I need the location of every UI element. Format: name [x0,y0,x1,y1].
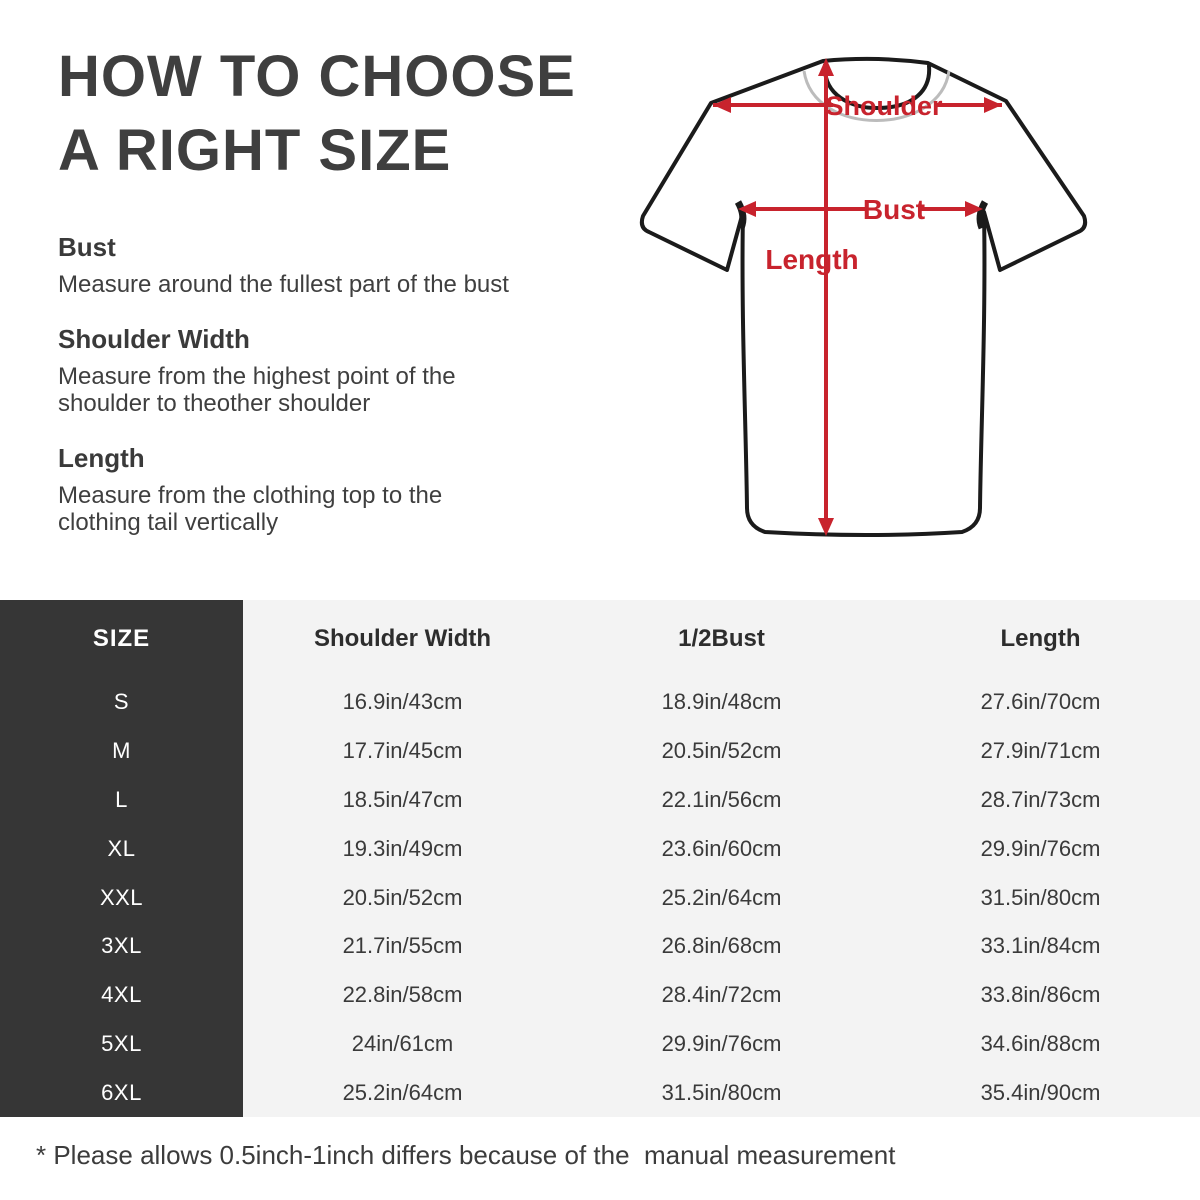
bust-arrow [738,201,983,217]
length-value: 31.5in/80cm [881,873,1200,922]
length-value: 34.6in/88cm [881,1019,1200,1069]
shoulder-width-value: 18.5in/47cm [243,775,562,825]
instruction-length: Length Measure from the clothing top to … [58,443,523,536]
size-label: XXL [0,873,243,922]
table-row-5xl: 5XL 24in/61cm 29.9in/76cm 34.6in/88cm [0,1019,1200,1069]
instruction-length-text: Measure from the clothing top to the clo… [58,482,443,536]
size-table-header-length: Length [881,600,1200,678]
table-row-3xl: 3XL 21.7in/55cm 26.8in/68cm 33.1in/84cm [0,921,1200,971]
size-label: 6XL [0,1068,243,1118]
shoulder-arrow-label: Shoulder [825,91,942,121]
half-bust-value: 29.9in/76cm [562,1019,881,1069]
length-value: 27.6in/70cm [881,678,1200,727]
size-label: M [0,726,243,776]
size-label: XL [0,824,243,874]
table-row-xl: XL 19.3in/49cm 23.6in/60cm 29.9in/76cm [0,824,1200,874]
shoulder-width-value: 25.2in/64cm [243,1068,562,1118]
tshirt-outline [639,56,1088,537]
measurement-disclaimer: * Please allows 0.5inch-1inch differs be… [36,1140,896,1170]
shoulder-width-value: 16.9in/43cm [243,678,562,727]
page-title-line2: A RIGHT SIZE [58,118,452,183]
half-bust-value: 22.1in/56cm [562,775,881,825]
shoulder-arrow [713,97,1002,113]
size-table-header-row: SIZE Shoulder Width 1/2Bust Length [0,600,1200,678]
half-bust-value: 25.2in/64cm [562,873,881,922]
instruction-shoulder-width: Shoulder Width Measure from the highest … [58,324,523,417]
length-value: 33.1in/84cm [881,921,1200,971]
left-armpit-crease [734,200,747,230]
size-label: 5XL [0,1019,243,1069]
length-value: 35.4in/90cm [881,1068,1200,1118]
collar-opening [822,63,932,111]
length-value: 28.7in/73cm [881,775,1200,825]
length-arrow [818,58,834,536]
tshirt-measurement-diagram: Shoulder Bust Length [628,46,1193,586]
half-bust-value: 23.6in/60cm [562,824,881,874]
table-row-m: M 17.7in/45cm 20.5in/52cm 27.9in/71cm [0,726,1200,776]
half-bust-value: 18.9in/48cm [562,678,881,727]
size-table: SIZE Shoulder Width 1/2Bust Length S 16.… [0,600,1200,1118]
length-value: 33.8in/86cm [881,970,1200,1020]
size-label: S [0,678,243,727]
shoulder-width-value: 21.7in/55cm [243,921,562,971]
page-title: HOW TO CHOOSE A RIGHT SIZE [58,40,576,188]
collar-shadow [802,70,951,122]
instruction-bust-heading: Bust [58,232,116,262]
bust-arrow-label: Bust [863,194,925,225]
half-bust-value: 28.4in/72cm [562,970,881,1020]
table-row-6xl: 6XL 25.2in/64cm 31.5in/80cm 35.4in/90cm [0,1068,1200,1118]
shoulder-width-value: 17.7in/45cm [243,726,562,776]
tshirt-diagram-svg: Shoulder Bust Length [639,56,1088,537]
half-bust-value: 31.5in/80cm [562,1068,881,1118]
page-title-line1: HOW TO CHOOSE [58,44,576,109]
length-arrow-label: Length [765,244,858,275]
size-table-header-size: SIZE [0,600,243,678]
shoulder-width-value: 24in/61cm [243,1019,562,1069]
instruction-bust: Bust Measure around the fullest part of … [58,232,523,298]
right-armpit-crease [976,200,989,230]
size-label: 3XL [0,921,243,971]
size-label: L [0,775,243,825]
shoulder-width-value: 19.3in/49cm [243,824,562,874]
length-value: 27.9in/71cm [881,726,1200,776]
size-table-header-half-bust: 1/2Bust [562,600,881,678]
size-table-header-shoulder-width: Shoulder Width [243,600,562,678]
instruction-shoulder-text: Measure from the highest point of the sh… [58,363,456,417]
instruction-shoulder-heading: Shoulder Width [58,324,250,354]
half-bust-value: 26.8in/68cm [562,921,881,971]
table-row-s: S 16.9in/43cm 18.9in/48cm 27.6in/70cm [0,678,1200,727]
table-row-4xl: 4XL 22.8in/58cm 28.4in/72cm 33.8in/86cm [0,970,1200,1020]
instruction-length-heading: Length [58,443,145,473]
size-label: 4XL [0,970,243,1020]
shoulder-width-value: 22.8in/58cm [243,970,562,1020]
table-row-l: L 18.5in/47cm 22.1in/56cm 28.7in/73cm [0,775,1200,825]
table-row-xxl: XXL 20.5in/52cm 25.2in/64cm 31.5in/80cm [0,873,1200,922]
half-bust-value: 20.5in/52cm [562,726,881,776]
instruction-bust-text: Measure around the fullest part of the b… [58,271,509,298]
length-value: 29.9in/76cm [881,824,1200,874]
shoulder-width-value: 20.5in/52cm [243,873,562,922]
measure-instructions: Bust Measure around the fullest part of … [58,232,523,562]
